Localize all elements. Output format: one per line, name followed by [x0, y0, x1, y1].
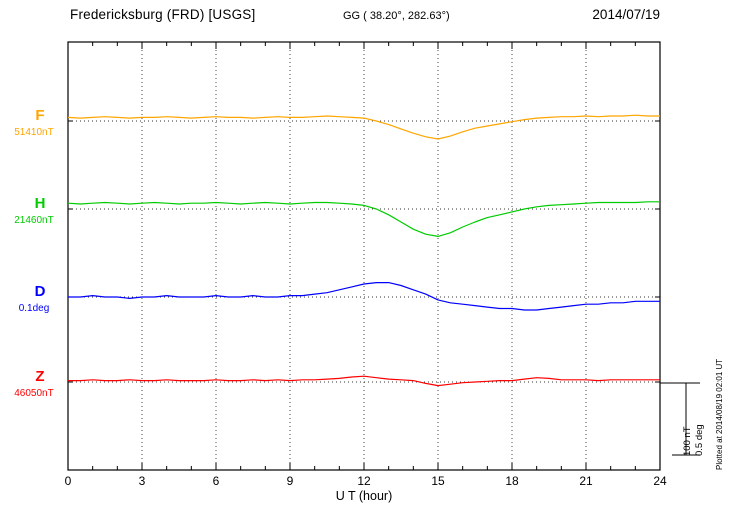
channel-letter-F: F: [35, 107, 45, 124]
x-tick-label: 15: [431, 474, 445, 488]
x-axis-title: U T (hour): [335, 489, 393, 503]
observatory-title: Fredericksburg (FRD) [USGS]: [70, 7, 256, 22]
scale-bar-nt-label: 100 nT: [682, 426, 693, 456]
x-tick-label: 0: [64, 474, 72, 488]
trace-F: [67, 114, 660, 140]
channel-letter-Z: Z: [35, 368, 45, 385]
scale-bar-deg-label: 0.5 deg: [694, 424, 705, 456]
x-tick-label: 18: [505, 474, 519, 488]
x-tick-label: 24: [653, 474, 667, 488]
channel-letter-H: H: [34, 195, 46, 212]
gg-coordinates: GG ( 38.20°, 282.63°): [343, 10, 450, 22]
trace-Z: [68, 375, 660, 387]
plotted-timestamp-note: Plotted at 2014/08/19 02:01 UT: [715, 358, 724, 470]
channel-baseline-label-F: 51410nT: [14, 127, 54, 138]
x-tick-label: 9: [286, 474, 294, 488]
x-tick-label: 3: [138, 474, 146, 488]
channel-baseline-label-D: 0.1deg: [18, 303, 50, 314]
plot-date: 2014/07/19: [592, 7, 660, 22]
channel-baseline-label-Z: 46050nT: [14, 388, 54, 399]
trace-D: [68, 282, 660, 311]
trace-H: [67, 201, 660, 237]
x-tick-label: 12: [357, 474, 371, 488]
channel-baseline-label-H: 21460nT: [14, 215, 54, 226]
x-tick-label: 6: [212, 474, 220, 488]
x-tick-label: 21: [579, 474, 593, 488]
channel-letter-D: D: [34, 283, 46, 300]
